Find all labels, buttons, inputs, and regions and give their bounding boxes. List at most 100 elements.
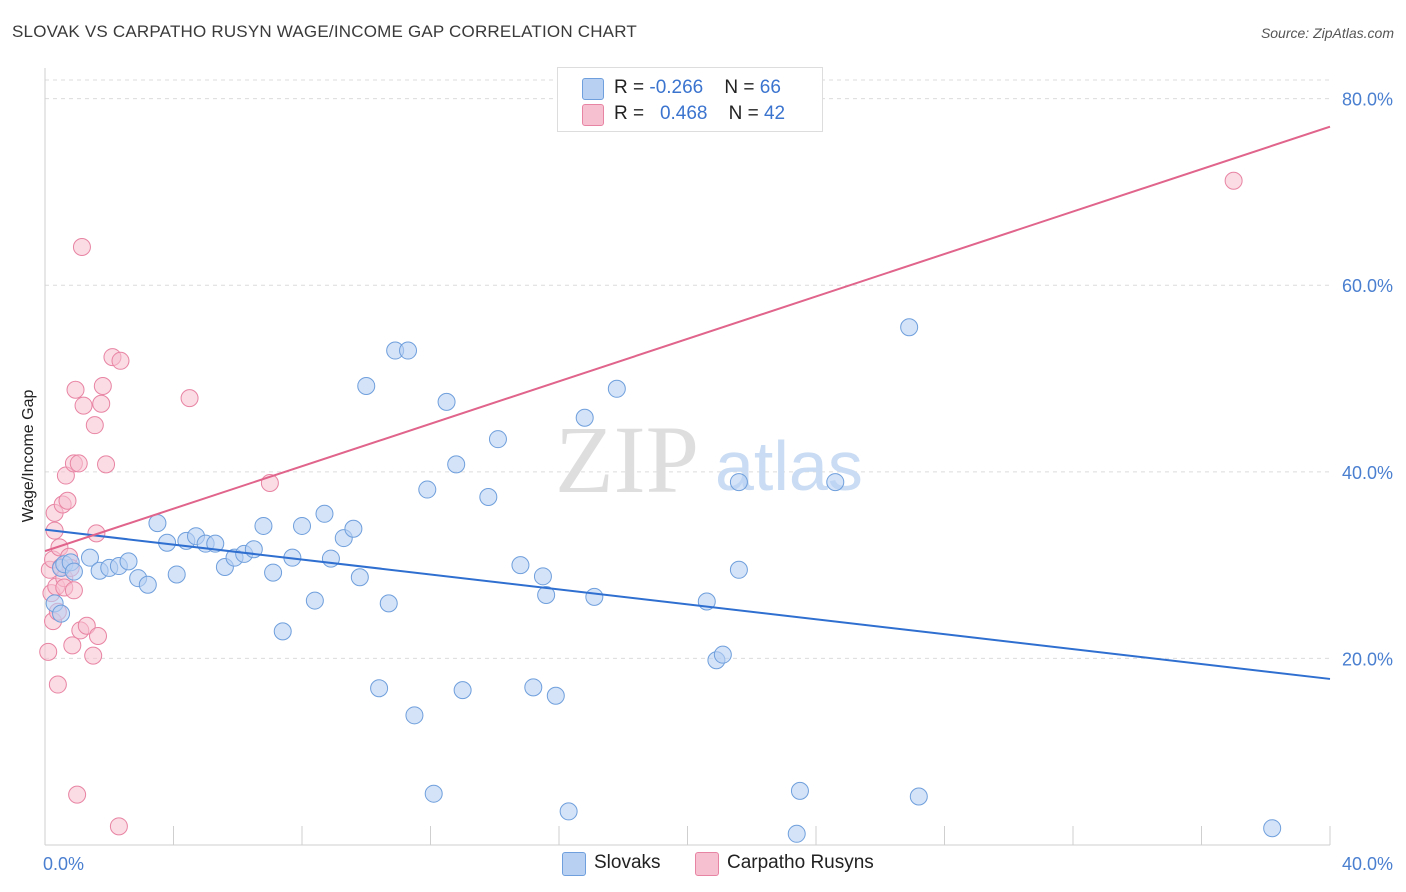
slovaks-point — [138, 575, 157, 594]
carpatho-rusyns-point — [92, 394, 111, 413]
legend-r-label: R = — [614, 77, 650, 98]
slovaks-point — [293, 516, 311, 535]
slovaks-point — [909, 787, 928, 806]
carpatho-rusyns-point — [69, 454, 88, 473]
carpatho-rusyns-point — [72, 237, 91, 256]
slovaks-point — [418, 480, 437, 499]
carpatho-rusyns-point — [63, 636, 82, 655]
legend-r-label: R = — [614, 103, 650, 124]
carpatho-rusyns-point — [66, 380, 85, 399]
carpatho-rusyns-point — [77, 616, 96, 635]
grid-lines — [45, 79, 1330, 659]
slovaks-point — [52, 604, 71, 623]
slovaks-point — [537, 585, 556, 604]
slovaks-point — [607, 379, 626, 398]
carpatho-rusyns-point — [97, 455, 116, 474]
slovaks-point — [729, 473, 748, 492]
slovaks-point — [424, 784, 443, 803]
slovaks-point — [900, 318, 919, 337]
x-tick-label: 40.0% — [1342, 854, 1393, 874]
slovaks-point — [533, 567, 552, 586]
slovaks-point — [370, 679, 389, 698]
slovaks-point — [790, 781, 809, 800]
slovaks-point — [399, 341, 418, 360]
slovaks-point — [206, 534, 225, 553]
carpatho-rusyns-point — [89, 627, 108, 646]
carpatho-rusyns-point — [111, 351, 130, 370]
y-tick-label: 60.0% — [1342, 276, 1393, 296]
carpatho-rusyns-point — [180, 389, 199, 408]
watermark-atlas: atlas — [715, 427, 863, 505]
slovaks-point — [350, 568, 369, 587]
slovaks-point — [585, 587, 604, 606]
axes — [44, 68, 1331, 846]
slovaks-point — [305, 591, 324, 610]
slovaks-point — [264, 563, 283, 582]
slovaks-point — [826, 473, 845, 492]
carpatho-rusyns-point — [93, 377, 112, 395]
carpatho-rusyns-point — [64, 581, 83, 600]
slovaks-point — [447, 455, 466, 474]
slovaks-point — [729, 560, 748, 579]
x-tick-labels: 0.0% 40.0% — [43, 854, 1393, 874]
slovaks-point — [64, 562, 83, 581]
slovaks-point — [1263, 819, 1282, 838]
slovaks-trend-line — [44, 528, 1331, 680]
watermark-zip: ZIP — [555, 406, 699, 513]
legend-r-value: 0.468 — [659, 103, 708, 124]
legend-n-value: 42 — [763, 103, 786, 124]
slovaks-point — [546, 686, 565, 705]
legend-label-carpatho-rusyns: Carpatho Rusyns — [727, 852, 874, 873]
trend-lines — [44, 125, 1331, 680]
chart-title: SLOVAK VS CARPATHO RUSYN WAGE/INCOME GAP… — [12, 22, 637, 41]
legend-n-label: N = — [728, 103, 764, 124]
slovaks-point — [167, 565, 186, 584]
carpatho-rusyns-point — [68, 785, 87, 804]
y-tick-label: 20.0% — [1342, 649, 1393, 669]
slovaks-point — [379, 594, 398, 613]
slovaks-point — [787, 824, 806, 843]
legend-n-label: N = — [724, 77, 760, 98]
carpatho-rusyns-point — [1224, 171, 1243, 190]
slovaks-point — [80, 548, 99, 567]
y-axis-label: Wage/Income Gap — [20, 390, 37, 523]
slovaks-point — [437, 392, 456, 411]
legend-swatch-pink — [582, 104, 604, 126]
legend-swatch-blue — [582, 78, 604, 100]
slovaks-point — [713, 645, 732, 664]
swatch-slovaks — [562, 852, 586, 876]
slovaks-point — [405, 706, 424, 725]
legend-r-value: -0.266 — [649, 77, 704, 98]
watermark: ZIP atlas — [555, 406, 863, 513]
slovaks-point — [315, 504, 334, 523]
carpatho-rusyns-point — [48, 675, 67, 694]
slovaks-point — [357, 377, 376, 395]
slovaks-point — [524, 678, 543, 697]
swatch-carpatho-rusyns — [695, 852, 719, 876]
slovaks-point — [559, 802, 578, 821]
carpatho-rusyns-point — [58, 491, 77, 510]
y-tick-label: 80.0% — [1342, 90, 1393, 110]
carpatho-rusyns-trend-line — [44, 125, 1331, 553]
carpatho-rusyns-point — [74, 396, 93, 415]
slovaks-point — [453, 681, 472, 700]
y-tick-labels: 20.0% 40.0% 60.0% 80.0% — [1342, 90, 1393, 670]
carpatho-rusyns-point — [84, 646, 103, 665]
carpatho-rusyns-point — [109, 817, 128, 836]
slovaks-point — [511, 556, 530, 575]
source-credit: Source: ZipAtlas.com — [1260, 25, 1394, 41]
slovaks-point — [344, 519, 363, 538]
carpatho-rusyns-point — [85, 416, 104, 435]
legend-n-value: 66 — [759, 77, 781, 98]
series-legend: Slovaks Carpatho Rusyns — [0, 851, 1406, 877]
y-tick-label: 40.0% — [1342, 463, 1393, 483]
data-points — [39, 171, 1282, 843]
legend-label-slovaks: Slovaks — [594, 852, 661, 873]
x-tick-label: 0.0% — [43, 854, 84, 874]
slovaks-point — [575, 408, 594, 427]
slovaks-point — [488, 430, 507, 449]
slovaks-point — [119, 552, 138, 571]
slovaks-point — [254, 516, 273, 535]
slovaks-point — [479, 488, 498, 507]
